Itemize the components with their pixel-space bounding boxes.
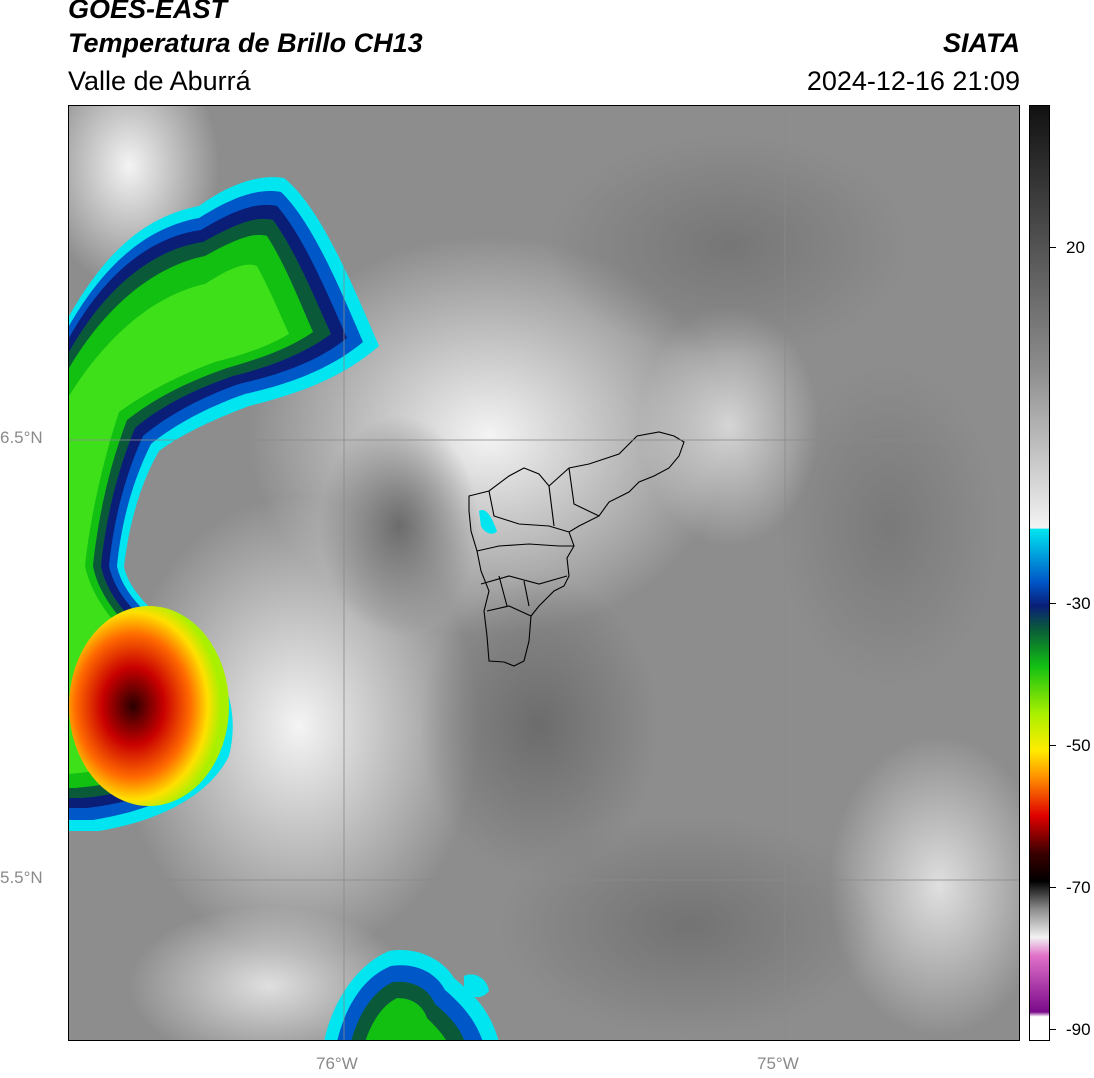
lon-label-75w: 75°W	[757, 1054, 799, 1073]
colorbar-label: -30	[1066, 594, 1091, 613]
valle-de-aburra-outline	[468, 431, 685, 667]
cool-region	[319, 416, 479, 636]
colorbar-tickmark	[1050, 745, 1056, 746]
cool-region	[419, 576, 659, 876]
colorbar-label: -90	[1066, 1020, 1091, 1039]
colorbar-tickmark	[1050, 887, 1056, 888]
cloud-south	[324, 950, 499, 1040]
warm-region	[639, 306, 819, 546]
colorbar-tickmark	[1050, 603, 1056, 604]
warm-region	[829, 736, 1019, 1036]
graticule	[69, 106, 1019, 1040]
cloud-north	[69, 177, 379, 831]
map-canvas	[69, 106, 1019, 1040]
colorbar-label: -50	[1066, 736, 1091, 755]
lat-label-6-5n: 6.5°N	[0, 428, 43, 447]
cool-region	[549, 136, 909, 356]
datetime-label: 2024-12-16 21:09	[806, 66, 1020, 96]
agency-label: SIATA	[943, 28, 1020, 58]
colorbar	[1029, 105, 1050, 1041]
colorbar-tickmark	[1050, 247, 1056, 248]
colorbar-label: 20	[1066, 238, 1085, 257]
cool-region	[499, 816, 879, 1036]
title-satellite: GOES-EAST	[68, 0, 228, 24]
colorbar-tickmark	[1050, 1029, 1056, 1030]
satellite-map	[68, 105, 1020, 1041]
lat-label-5-5n: 5.5°N	[0, 868, 43, 887]
cloud-speck	[479, 510, 497, 534]
lon-label-76w: 76°W	[316, 1054, 358, 1073]
cool-region	[779, 366, 999, 686]
subtitle-region: Valle de Aburrá	[68, 66, 251, 96]
title-product: Temperatura de Brillo CH13	[68, 28, 423, 58]
colorbar-label: -70	[1066, 878, 1091, 897]
